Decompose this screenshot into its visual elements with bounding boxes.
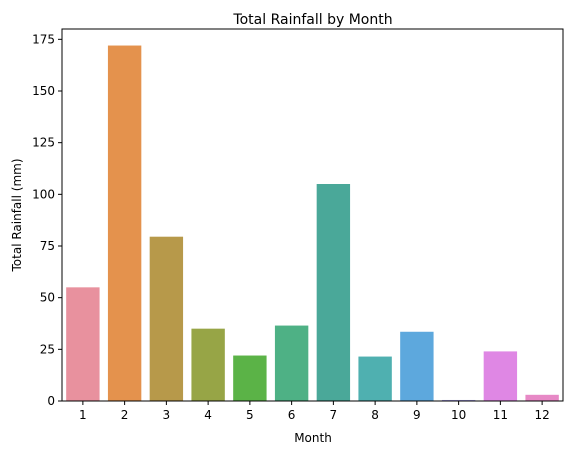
x-tick-label: 11 xyxy=(493,408,508,422)
y-tick-label: 50 xyxy=(40,291,55,305)
bar-month-1 xyxy=(66,287,100,401)
x-tick-label: 4 xyxy=(204,408,212,422)
x-tick-label: 3 xyxy=(163,408,171,422)
bar-month-11 xyxy=(483,351,518,401)
bar-month-6 xyxy=(274,325,309,401)
bar-month-8 xyxy=(358,356,392,401)
chart-title: Total Rainfall by Month xyxy=(232,12,392,28)
x-tick-label: 10 xyxy=(451,408,466,422)
bar-month-3 xyxy=(149,236,184,401)
bar-month-10 xyxy=(441,399,476,401)
y-tick-label: 150 xyxy=(32,84,55,98)
bar-month-9 xyxy=(400,331,434,401)
bars-group xyxy=(66,45,559,402)
bar-month-7 xyxy=(316,184,351,401)
plot-frame xyxy=(61,28,564,402)
x-tick-label: 5 xyxy=(246,408,254,422)
x-tick-label: 12 xyxy=(534,408,549,422)
x-tick-label: 9 xyxy=(413,408,421,422)
y-tick-label: 100 xyxy=(32,187,55,201)
x-tick-label: 7 xyxy=(330,408,338,422)
y-axis-label: Total Rainfall (mm) xyxy=(10,158,24,272)
x-tick-label: 8 xyxy=(371,408,379,422)
bar-month-4 xyxy=(191,328,225,401)
bar-month-2 xyxy=(107,45,142,402)
x-axis-label: Month xyxy=(294,431,332,445)
x-tick-label: 6 xyxy=(288,408,296,422)
y-axis-ticks: 0 25 50 75 100 125 150 175 xyxy=(32,32,62,408)
x-axis-ticks: 1 2 3 4 5 6 7 8 9 10 11 12 xyxy=(79,401,550,422)
bar-month-12 xyxy=(525,394,559,401)
y-tick-label: 125 xyxy=(32,136,55,150)
y-tick-label: 25 xyxy=(40,342,55,356)
x-tick-label: 2 xyxy=(121,408,129,422)
x-tick-label: 1 xyxy=(79,408,87,422)
y-tick-label: 0 xyxy=(47,394,55,408)
y-tick-label: 75 xyxy=(40,239,55,253)
y-tick-label: 175 xyxy=(32,32,55,46)
bar-month-5 xyxy=(233,355,267,401)
